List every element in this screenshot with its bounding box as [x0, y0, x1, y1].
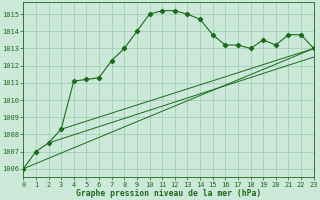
X-axis label: Graphe pression niveau de la mer (hPa): Graphe pression niveau de la mer (hPa): [76, 189, 261, 198]
